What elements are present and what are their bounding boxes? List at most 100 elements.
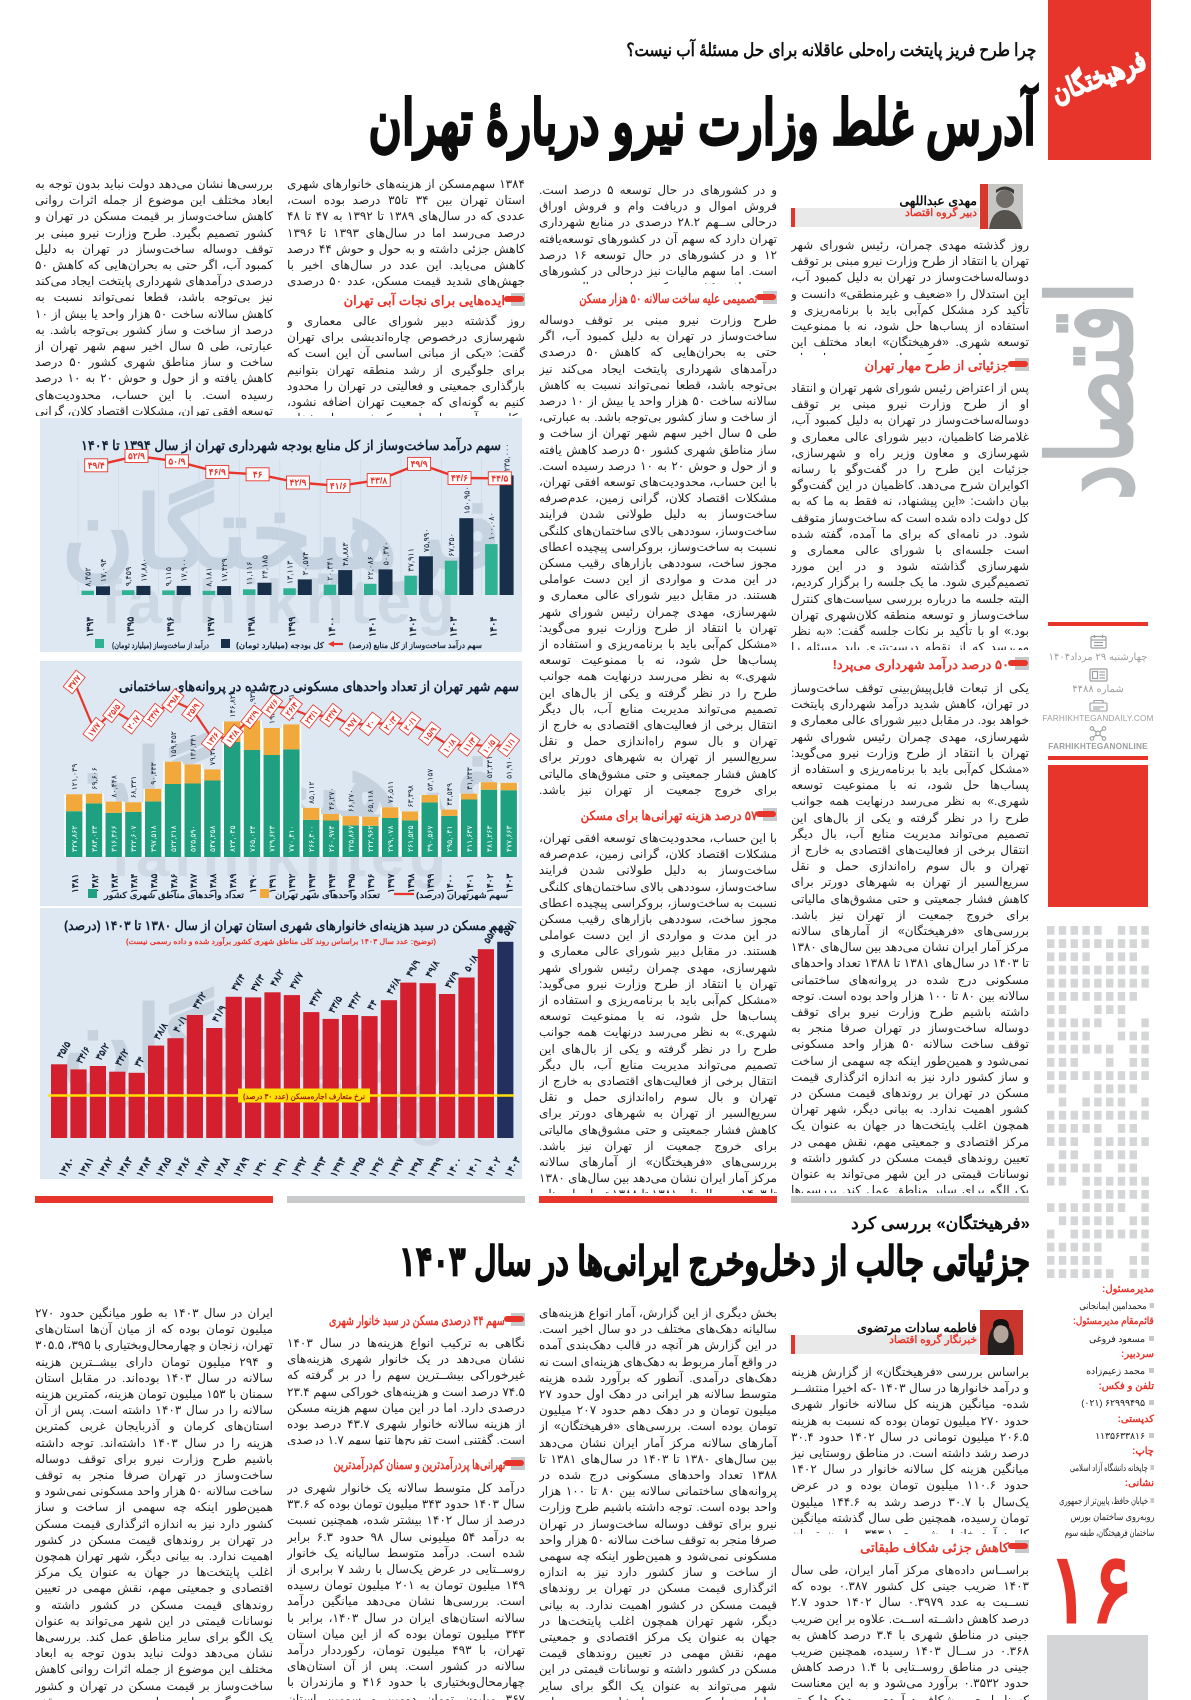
svg-text:۵۰/۹: ۵۰/۹: [168, 457, 185, 467]
svg-text:سهم مسکن در سبد هزینه‌ای خانوا: سهم مسکن در سبد هزینه‌ای خانوارهای شهری …: [64, 918, 514, 934]
svg-text:۱۱,۱۱۶: ۱۱,۱۱۶: [245, 562, 254, 586]
svg-text:تعداد واحدهای مناطق شهری کشور: تعداد واحدهای مناطق شهری کشور: [103, 890, 245, 901]
svg-text:۷۷۰,۴۱۰: ۷۷۰,۴۱۰: [287, 825, 296, 852]
svg-text:۱۳۹۳: ۱۳۹۳: [307, 873, 317, 893]
svg-text:سهم درآمد ساخت‌وساز از کل مناب: سهم درآمد ساخت‌وساز از کل منابع بودجه شه…: [81, 436, 501, 454]
svg-text:۴۶/۹: ۴۶/۹: [209, 467, 226, 477]
svg-text:۱۴۰۲: ۱۴۰۲: [408, 616, 419, 637]
svg-text:۱۳۸۶: ۱۳۸۶: [169, 873, 179, 893]
svg-text:۱۷,۴۲۹: ۱۷,۴۲۹: [220, 558, 229, 582]
svg-text:۱۳۹۹: ۱۳۹۹: [426, 873, 436, 893]
svg-text:۱۳۸۱: ۱۳۸۱: [70, 874, 80, 893]
svg-text:۱۴۰۰: ۱۴۰۰: [327, 617, 338, 637]
svg-text:۱۴۰۱: ۱۴۰۱: [368, 617, 379, 637]
svg-text:۸,۴۵۲: ۸,۴۵۲: [84, 567, 93, 586]
svg-text:۱۳۹۵: ۱۳۹۵: [347, 873, 357, 893]
svg-text:۱۲۱,۰۳۹: ۱۲۱,۰۳۹: [70, 764, 79, 791]
svg-text:۴۴: ۴۴: [365, 998, 380, 1012]
svg-text:۸۵,۱۱۲: ۸۵,۱۱۲: [307, 781, 316, 804]
svg-text:۱۳۶,۳۴۱: ۱۳۶,۳۴۱: [189, 734, 198, 761]
svg-text:۳۸۳,۰۲۳: ۳۸۳,۰۲۳: [90, 824, 99, 852]
svg-text:۹,۱۱۵: ۹,۱۱۵: [164, 567, 173, 586]
svg-text:۱۳۹۶: ۱۳۹۶: [366, 873, 376, 893]
svg-text:۵۲۵,۵۹۰: ۵۲۵,۵۹۰: [189, 825, 198, 852]
svg-text:(توضیح: عدد سال ۱۴۰۳ براساس رو: (توضیح: عدد سال ۱۴۰۳ براساس روند کلی منا…: [126, 935, 436, 947]
svg-text:۱۷,۹۰۰: ۱۷,۹۰۰: [180, 558, 189, 582]
svg-text:۳۱۶,۳۶۶: ۳۱۶,۳۶۶: [110, 825, 119, 852]
svg-text:farhikhteg: farhikhteg: [101, 568, 461, 637]
svg-text:۵۱,۹۱۰: ۵۱,۹۱۰: [505, 756, 514, 779]
svg-text:۱۳,۱۱۳: ۱۳,۱۱۳: [285, 560, 294, 584]
svg-text:۱۴۶,۸۲۳: ۱۴۶,۸۲۳: [228, 690, 237, 718]
svg-text:۱۴۰۰: ۱۴۰۰: [445, 874, 455, 893]
svg-text:۴۴/۵: ۴۴/۵: [491, 474, 508, 484]
svg-text:۱۳۸۵: ۱۳۸۵: [149, 873, 159, 893]
svg-text:۱۳۸۴: ۱۳۸۴: [129, 873, 139, 893]
svg-text:۱۳۹۴: ۱۳۹۴: [85, 617, 96, 637]
svg-text:۵۳,۴۳۱: ۵۳,۴۳۱: [485, 756, 494, 779]
svg-text:۵۰,۳۷۰: ۵۰,۳۷۰: [382, 542, 391, 566]
svg-text:۱۳۹۴: ۱۳۹۴: [327, 873, 337, 893]
svg-text:۵۲۲,۲۱۸: ۵۲۲,۲۱۸: [169, 824, 178, 852]
svg-text:۴۸۱,۲۶۳: ۴۸۱,۲۶۳: [485, 824, 494, 852]
svg-text:۸,۱۸۱: ۸,۱۸۱: [205, 567, 214, 586]
svg-text:۳۷,۹۱۱: ۳۷,۹۱۱: [406, 548, 415, 572]
svg-text:درآمد از ساخت‌وساز (میلیارد تو: درآمد از ساخت‌وساز (میلیارد تومان): [112, 639, 209, 651]
svg-text:۴۶: ۴۶: [253, 470, 263, 480]
svg-text:سهم شهر تهران از تعداد واحدهای: سهم شهر تهران از تعداد واحدهای مسکونی در…: [119, 679, 519, 695]
svg-text:۴۴,۵۴۹: ۴۴,۵۴۹: [445, 783, 454, 806]
svg-text:۲۶۶,۳۰۰: ۲۶۶,۳۰۰: [307, 825, 316, 852]
svg-text:۶۳,۳۹۸: ۶۳,۳۹۸: [406, 784, 415, 807]
svg-text:۴۲/۹: ۴۲/۹: [289, 478, 306, 488]
svg-text:۱۳۹۵: ۱۳۹۵: [125, 616, 136, 637]
svg-text:۲۴,۱۸۵: ۲۴,۱۸۵: [261, 555, 270, 579]
svg-text:۲۹۵,۰۴۱: ۲۹۵,۰۴۱: [445, 825, 454, 852]
svg-text:۱۴۰۳: ۱۴۰۳: [505, 873, 515, 893]
svg-text:۷۶,۵۱۱: ۷۶,۵۱۱: [386, 781, 395, 804]
svg-text:۴۸,۸۸۳: ۴۸,۸۸۳: [341, 542, 350, 566]
svg-text:۹,۴۵۹: ۹,۴۵۹: [124, 567, 133, 586]
svg-text:۱۳۹۱: ۱۳۹۱: [268, 874, 278, 893]
svg-text:۴۷۷,۶۶۳: ۴۷۷,۶۶۳: [505, 824, 514, 852]
svg-text:۳۰,۵۷۴: ۳۰,۵۷۴: [301, 552, 310, 576]
svg-text:۱۴۰۳: ۱۴۰۳: [448, 616, 459, 637]
svg-text:۶۷,۳۵۰: ۶۷,۳۵۰: [447, 533, 456, 557]
svg-text:۴۳/۸: ۴۳/۸: [370, 475, 387, 485]
svg-text:۳۲۲,۶۰۷: ۳۲۲,۶۰۷: [129, 824, 138, 852]
svg-text:۲۶۰,۹۷۴: ۲۶۰,۹۷۴: [327, 825, 336, 852]
svg-text:۱۳۹۹: ۱۳۹۹: [287, 616, 298, 637]
svg-text:۷۶۵,۰۲۴: ۷۶۵,۰۲۴: [248, 825, 257, 852]
svg-text:۶۹,۶۰۶: ۶۹,۶۰۶: [90, 767, 99, 790]
svg-text:۱۳۸۲: ۱۳۸۲: [90, 873, 100, 893]
svg-text:۴۶,۲۷۰: ۴۶,۲۷۰: [327, 787, 336, 810]
svg-text:۱۵۹,۴۵۲: ۱۵۹,۴۵۲: [169, 731, 178, 758]
svg-text:۱۳۹۸: ۱۳۹۸: [406, 873, 416, 893]
svg-text:۵۲/۹: ۵۲/۹: [128, 451, 145, 461]
svg-text:تعداد واحدهای شهر تهران: تعداد واحدهای شهر تهران: [275, 890, 381, 901]
svg-text:۷۹,۳۳۴: ۷۹,۳۳۴: [208, 743, 217, 766]
svg-text:۱۳۸۸: ۱۳۸۸: [208, 873, 218, 893]
svg-text:۴۹/۴: ۴۹/۴: [88, 461, 105, 471]
svg-text:۱۳۸۳: ۱۳۸۳: [110, 873, 120, 893]
svg-text:۱۳۹۲: ۱۳۹۲: [287, 873, 297, 893]
svg-text:۵۳,۱۵۷: ۵۳,۱۵۷: [426, 768, 435, 791]
svg-text:۴۹/۹: ۴۹/۹: [411, 459, 428, 469]
svg-text:۱۳۹۷: ۱۳۹۷: [386, 873, 396, 893]
svg-text:۶۸,۳۳۱: ۶۸,۳۳۱: [129, 776, 138, 799]
svg-text:۲۶۱,۵۲۵: ۲۶۱,۵۲۵: [406, 825, 415, 852]
svg-text:۸۰,۴۴۸: ۸۰,۴۴۸: [110, 774, 119, 797]
svg-text:۲۲,۰۸۶: ۲۲,۰۸۶: [366, 556, 375, 580]
svg-text:۲۳۵,۰۰۰: ۲۳۵,۰۰۰: [503, 443, 512, 471]
svg-text:۷۵,۹۹۰: ۷۵,۹۹۰: [422, 529, 431, 553]
svg-text:۴۱۱,۶۳۷: ۴۱۱,۶۳۷: [465, 824, 474, 852]
svg-text:۴۱/۶: ۴۱/۶: [330, 481, 347, 491]
svg-text:۷۲۹,۶۲۳: ۷۲۹,۶۲۳: [268, 824, 277, 852]
svg-text:سهم شهرتهران (درصد): سهم شهرتهران (درصد): [416, 890, 508, 901]
svg-text:۱۴۰۱: ۱۴۰۱: [465, 874, 475, 893]
svg-text:۱۳۸۷: ۱۳۸۷: [189, 873, 199, 893]
svg-text:۱۳۹۰: ۱۳۹۰: [248, 874, 258, 893]
svg-text:۶۶,۲۷۰: ۶۶,۲۷۰: [347, 790, 356, 813]
svg-text:۱۳۹۶: ۱۳۹۶: [166, 617, 177, 637]
svg-text:۲۱۰,۹۳۳: ۲۱۰,۹۳۳: [248, 689, 257, 717]
svg-text:نرخ متعارف اجاره‌مسکن (عدد ۳۰: نرخ متعارف اجاره‌مسکن (عدد ۳۰ درصد): [243, 1092, 365, 1102]
